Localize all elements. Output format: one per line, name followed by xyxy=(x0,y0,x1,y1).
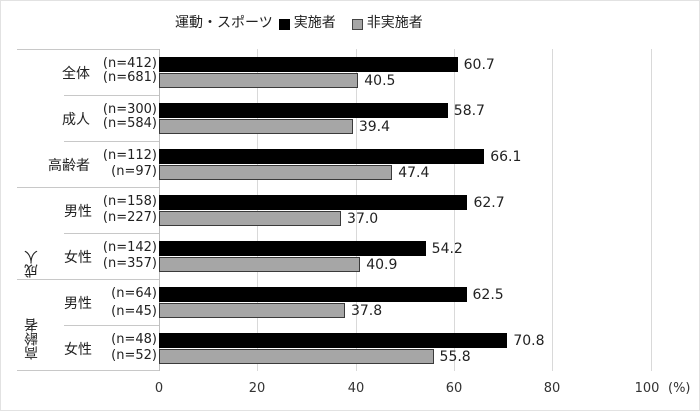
legend-title: 運動・スポーツ xyxy=(175,15,273,31)
legend-swatch-gray-icon xyxy=(351,18,363,30)
legend-label-inactive: 非実施者 xyxy=(366,15,423,31)
value-label-active: 60.7 xyxy=(463,57,495,73)
row-label: 男性 xyxy=(64,204,92,220)
bar-active xyxy=(159,287,467,302)
bar-active xyxy=(159,103,448,118)
legend-item-inactive: 非実施者 xyxy=(351,12,423,32)
row-label: 男性 xyxy=(64,296,92,312)
value-label-inactive: 39.4 xyxy=(358,119,391,135)
row-label: 全体 xyxy=(62,66,90,82)
x-tick: 60 xyxy=(445,381,463,396)
legend-item-active: 実施者 xyxy=(278,12,336,32)
n-label-inactive: (n=227) xyxy=(102,210,157,225)
gridline-20 xyxy=(257,49,258,371)
n-label-active: (n=412) xyxy=(102,56,157,71)
legend: 運動・スポーツ 実施者 非実施者 xyxy=(175,12,439,32)
divider xyxy=(64,233,159,234)
value-label-inactive: 47.4 xyxy=(398,165,430,181)
divider xyxy=(17,370,159,371)
gridline-100 xyxy=(651,49,652,371)
bar-inactive xyxy=(159,165,393,180)
x-tick: 20 xyxy=(248,381,266,396)
bar-inactive xyxy=(159,119,353,134)
n-label-active: (n=158) xyxy=(102,194,157,209)
n-label-active: (n=300) xyxy=(102,102,157,117)
n-label-inactive: (n=52) xyxy=(111,348,157,363)
value-label-active: 62.7 xyxy=(473,195,505,211)
gridline-40 xyxy=(356,49,357,371)
divider xyxy=(17,49,159,50)
row-label: 女性 xyxy=(64,250,92,266)
bar-inactive xyxy=(159,211,342,226)
divider xyxy=(17,279,159,280)
y-axis-line xyxy=(159,49,160,371)
n-label-inactive: (n=97) xyxy=(111,164,157,179)
legend-swatch-black-icon xyxy=(278,18,290,30)
row-label: 成人 xyxy=(62,112,90,128)
bar-inactive xyxy=(159,303,345,318)
x-tick: 40 xyxy=(347,381,365,396)
bar-active xyxy=(159,241,426,256)
bar-active xyxy=(159,195,468,210)
value-label-active: 58.7 xyxy=(453,103,485,119)
value-label-active: 54.2 xyxy=(431,241,463,257)
legend-label-active: 実施者 xyxy=(293,15,336,31)
n-label-active: (n=48) xyxy=(111,332,157,347)
value-label-active: 66.1 xyxy=(490,149,522,165)
bar-active xyxy=(159,149,485,164)
n-label-inactive: (n=584) xyxy=(102,116,157,131)
n-label-active: (n=64) xyxy=(111,286,157,301)
n-label-active: (n=112) xyxy=(102,148,157,163)
divider xyxy=(64,95,159,96)
gridline-60 xyxy=(454,49,455,371)
divider xyxy=(17,187,159,188)
n-label-inactive: (n=45) xyxy=(111,304,157,319)
gridline-80 xyxy=(552,49,553,371)
n-label-inactive: (n=357) xyxy=(102,256,157,271)
x-tick: 0 xyxy=(154,381,164,396)
value-label-active: 62.5 xyxy=(472,287,504,303)
value-label-inactive: 40.9 xyxy=(366,257,398,273)
bar-inactive xyxy=(159,257,361,272)
bar-inactive xyxy=(159,73,359,88)
bar-active xyxy=(159,57,458,72)
divider xyxy=(64,325,159,326)
value-label-inactive: 40.5 xyxy=(364,73,396,89)
x-axis-unit: (%) xyxy=(668,381,691,396)
group-label-elderly: 高齢者 xyxy=(24,318,40,360)
n-label-inactive: (n=681) xyxy=(102,70,157,85)
value-label-active: 70.8 xyxy=(513,333,545,349)
divider xyxy=(64,141,159,142)
x-tick: 100 xyxy=(634,381,660,396)
group-label-adult: 成人 xyxy=(24,250,40,278)
row-label: 高齢者 xyxy=(48,158,90,174)
bar-active xyxy=(159,333,508,348)
value-label-inactive: 37.0 xyxy=(347,211,379,227)
x-tick: 80 xyxy=(543,381,561,396)
row-label: 女性 xyxy=(64,342,92,358)
n-label-active: (n=142) xyxy=(102,240,157,255)
value-label-inactive: 55.8 xyxy=(439,349,471,365)
bar-inactive xyxy=(159,349,434,364)
value-label-inactive: 37.8 xyxy=(350,303,383,319)
